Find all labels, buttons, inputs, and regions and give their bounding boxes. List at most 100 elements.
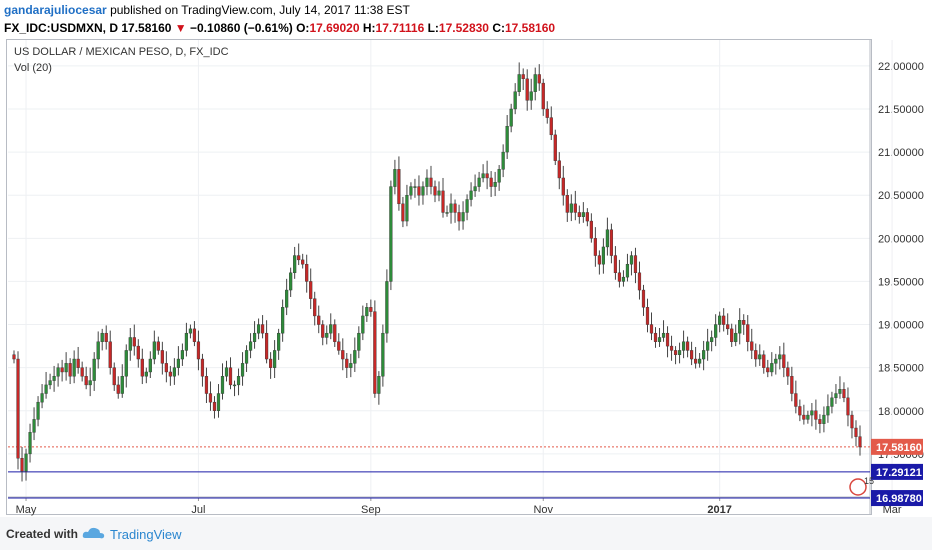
candle-body bbox=[609, 229, 614, 256]
candle-body bbox=[433, 186, 437, 196]
candle-body bbox=[826, 406, 830, 416]
candle-body bbox=[124, 350, 128, 377]
open-value: 17.69020 bbox=[309, 21, 360, 35]
candle-body bbox=[160, 350, 164, 364]
candle-body bbox=[277, 332, 281, 351]
candle-body bbox=[397, 169, 401, 205]
candle-body bbox=[533, 74, 537, 92]
candle-body bbox=[702, 350, 706, 360]
ohlc-line: FX_IDC:USDMXN, D 17.58160 ▼ −0.10860 (−0… bbox=[4, 19, 555, 38]
candle-body bbox=[501, 151, 505, 170]
candle-body bbox=[264, 332, 269, 360]
candle-body bbox=[645, 307, 650, 325]
candle-body bbox=[76, 358, 80, 368]
candle-body bbox=[56, 367, 60, 377]
candle-body bbox=[373, 311, 377, 394]
candle-body bbox=[297, 255, 301, 261]
candle-body bbox=[136, 345, 140, 360]
candle-body bbox=[429, 177, 433, 187]
candle-body bbox=[790, 376, 794, 394]
candle-body bbox=[601, 246, 605, 265]
candle-body bbox=[116, 384, 120, 394]
last-price: 17.58160 bbox=[121, 21, 172, 35]
candle-body bbox=[309, 281, 313, 299]
candle-body bbox=[196, 341, 201, 360]
candle-body bbox=[341, 350, 345, 360]
candle-body bbox=[782, 354, 786, 368]
candle-body bbox=[754, 350, 758, 360]
candle-body bbox=[164, 363, 168, 373]
candle-body bbox=[493, 182, 497, 187]
publish-line: gandarajuliocesar published on TradingVi… bbox=[4, 1, 410, 20]
low-label: L: bbox=[427, 21, 439, 35]
candle-body bbox=[838, 389, 842, 394]
candle-body bbox=[301, 259, 305, 265]
candle-body bbox=[128, 337, 132, 351]
candle-body bbox=[625, 263, 630, 278]
candle-body bbox=[16, 358, 20, 459]
candle-body bbox=[681, 341, 686, 351]
candle-body bbox=[770, 363, 774, 373]
alert-clock-icon[interactable] bbox=[849, 478, 867, 496]
candle-body bbox=[140, 358, 144, 377]
candle-body bbox=[120, 376, 124, 394]
candle-body bbox=[148, 358, 152, 373]
candle-body bbox=[305, 263, 309, 282]
candle-body bbox=[710, 337, 714, 342]
candle-body bbox=[96, 341, 100, 360]
candle-body bbox=[569, 203, 573, 213]
candle-body bbox=[794, 393, 798, 407]
author-link[interactable]: gandarajuliocesar bbox=[4, 3, 107, 17]
candle-body bbox=[657, 337, 662, 342]
high-value: 17.71116 bbox=[375, 21, 425, 35]
candle-body bbox=[172, 367, 176, 377]
candle-body bbox=[834, 393, 838, 399]
candle-body bbox=[726, 324, 730, 330]
tradingview-logo[interactable]: TradingView bbox=[110, 527, 182, 542]
candle-body bbox=[40, 393, 44, 403]
candle-body bbox=[469, 190, 473, 200]
candle-body bbox=[669, 345, 674, 351]
candle-body bbox=[818, 419, 822, 424]
candle-body bbox=[653, 332, 658, 342]
candle-body bbox=[665, 332, 670, 347]
candle-body bbox=[589, 220, 593, 239]
candle-body bbox=[100, 332, 104, 342]
candle-body bbox=[32, 419, 36, 433]
price-chart[interactable]: 17.5000018.0000018.5000019.0000019.50000… bbox=[0, 0, 932, 517]
candle-body bbox=[329, 324, 333, 334]
footer-bar: Created with TradingView bbox=[0, 517, 932, 550]
candle-body bbox=[561, 177, 565, 196]
x-tick-label: Mar bbox=[883, 504, 902, 516]
candle-body bbox=[60, 367, 64, 373]
candle-body bbox=[317, 315, 321, 325]
y-tick-label: 20.00000 bbox=[878, 233, 924, 245]
candle-body bbox=[854, 427, 858, 437]
x-tick-label: May bbox=[16, 504, 37, 516]
candle-body bbox=[289, 272, 293, 291]
candle-body bbox=[830, 397, 834, 407]
candle-body bbox=[88, 380, 92, 386]
candle-body bbox=[513, 91, 517, 110]
candle-body bbox=[216, 393, 221, 411]
level-price-tag bbox=[871, 490, 923, 507]
candle-body bbox=[633, 255, 638, 274]
candle-body bbox=[184, 332, 189, 351]
candle-body bbox=[786, 367, 790, 377]
candle-body bbox=[220, 376, 225, 394]
candle-body bbox=[521, 74, 525, 80]
price-change: −0.10860 (−0.61%) bbox=[190, 21, 293, 35]
candle-body bbox=[260, 324, 265, 334]
candle-body bbox=[778, 354, 782, 360]
candle-body bbox=[36, 401, 40, 420]
candle-body bbox=[236, 376, 241, 386]
candle-body bbox=[774, 358, 778, 364]
candle-body bbox=[80, 367, 84, 377]
candle-body bbox=[285, 289, 289, 308]
candle-body bbox=[224, 367, 229, 377]
published-text: published on TradingView.com, July 14, 2… bbox=[110, 3, 410, 17]
x-tick-label: Sep bbox=[361, 504, 381, 516]
candle-body bbox=[545, 108, 549, 118]
candle-body bbox=[573, 203, 577, 213]
candle-body bbox=[409, 186, 413, 196]
